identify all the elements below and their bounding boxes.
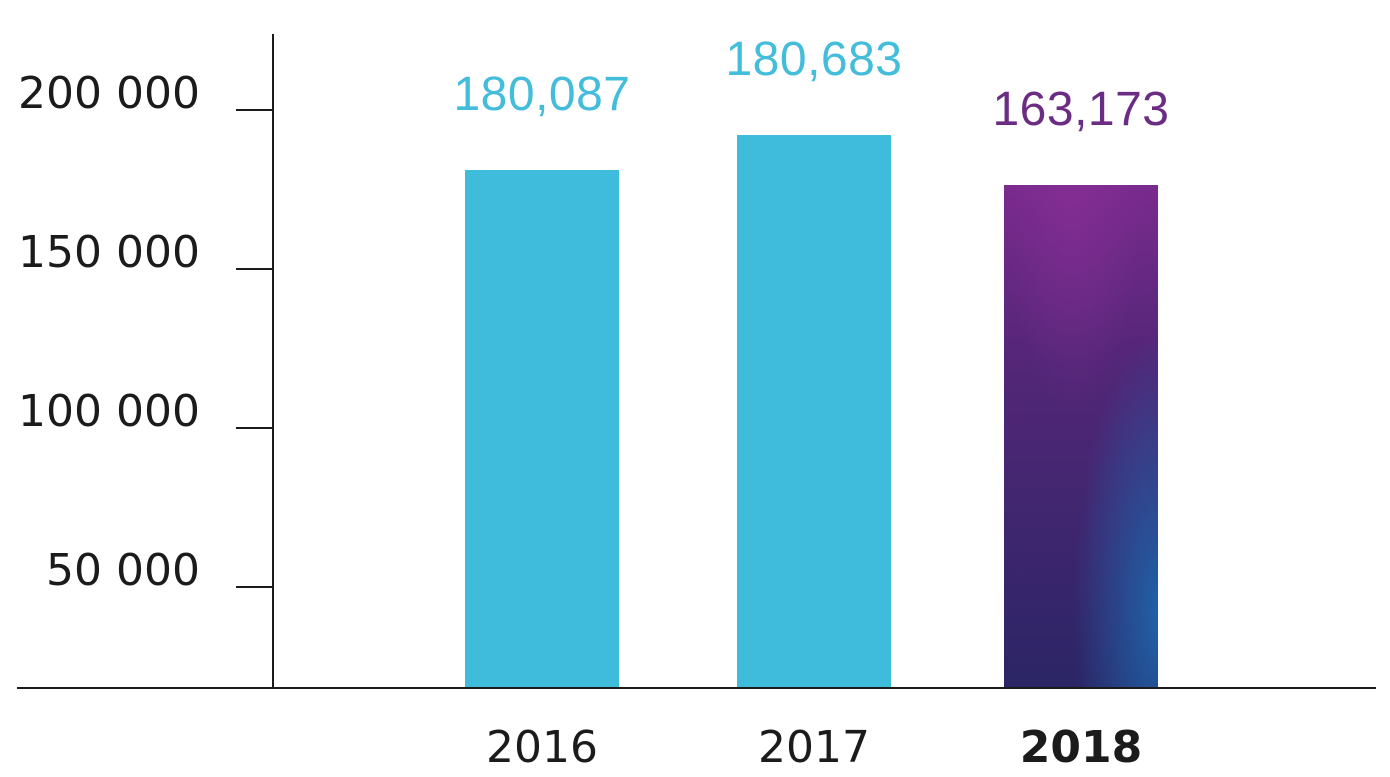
bar-2016 [465,170,619,688]
bar-2018-accent [1004,185,1158,688]
bars [465,135,1158,688]
y-tick-label: 50 000 [46,545,200,596]
y-tick-label: 200 000 [18,68,200,119]
y-axis-ticks: 50 000 100 000 150 000 200 000 [18,68,273,596]
y-tick-label: 150 000 [18,227,200,278]
y-tick-label: 100 000 [18,386,200,437]
value-label-2017: 180,683 [725,33,902,86]
x-label-2018: 2018 [1020,722,1142,773]
x-label-2017: 2017 [758,722,870,773]
value-labels: 180,087 180,683 163,173 [453,33,1169,136]
value-label-2016: 180,087 [453,68,630,121]
x-label-2016: 2016 [486,722,598,773]
x-axis-labels: 2016 2017 2018 [486,722,1142,773]
bar-2017 [737,135,891,688]
value-label-2018: 163,173 [992,83,1169,136]
